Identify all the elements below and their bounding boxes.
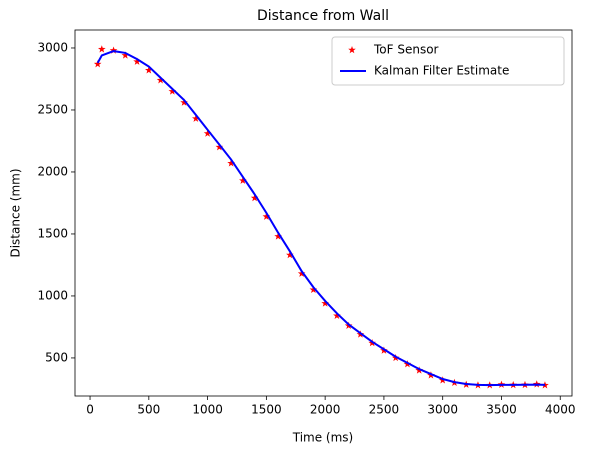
sensor-point	[286, 251, 294, 259]
sensor-point	[156, 76, 165, 84]
sensor-point	[180, 98, 188, 106]
legend-box	[331, 36, 565, 86]
x-axis-label: Time (ms)	[292, 431, 354, 445]
sensor-point	[333, 311, 341, 320]
y-tick-label: 2500	[37, 102, 68, 116]
legend-label: Kalman Filter Estimate	[374, 64, 509, 78]
x-tick-label: 4000	[545, 403, 576, 417]
sensor-point	[145, 66, 153, 74]
sensor-point	[227, 159, 235, 167]
sensor-point	[321, 299, 329, 307]
sensor-point	[203, 129, 212, 137]
sensor-point	[168, 87, 177, 95]
sensor-point	[93, 60, 102, 68]
y-tick-label: 500	[45, 350, 68, 364]
x-tick-label: 1500	[251, 403, 282, 417]
y-tick-label: 1000	[37, 288, 68, 302]
sensor-point	[250, 194, 259, 202]
y-tick-label: 1500	[37, 226, 68, 240]
sensor-point	[262, 212, 271, 220]
sensor-point	[309, 285, 318, 293]
x-tick-label: 2000	[310, 403, 341, 417]
y-tick-label: 3000	[37, 40, 68, 54]
sensor-point	[239, 176, 247, 184]
x-tick-label: 500	[137, 403, 160, 417]
estimate-line	[96, 50, 545, 387]
x-tick-label: 3500	[486, 403, 517, 417]
sensor-point	[541, 381, 549, 389]
sensor-point	[121, 51, 130, 59]
sensor-point	[215, 143, 224, 151]
sensor-point	[192, 114, 200, 122]
x-tick-label: 2500	[369, 403, 400, 417]
chart-title: Distance from Wall	[257, 8, 389, 24]
plot-frame	[74, 29, 573, 397]
sensor-point	[274, 232, 282, 240]
x-tick-label: 1000	[192, 403, 223, 417]
sensor-point	[297, 269, 306, 277]
legend-label: ToF Sensor	[373, 43, 439, 57]
legend-marker	[348, 46, 356, 54]
sensor-point	[98, 45, 106, 53]
y-tick-label: 2000	[37, 164, 68, 178]
legend: ToF Sensor Kalman Filter Estimate	[331, 36, 565, 86]
x-tick-label: 3000	[427, 403, 458, 417]
y-axis-label: Distance (mm)	[9, 168, 23, 257]
x-tick-label: 0	[86, 403, 94, 417]
sensor-point	[133, 57, 141, 65]
